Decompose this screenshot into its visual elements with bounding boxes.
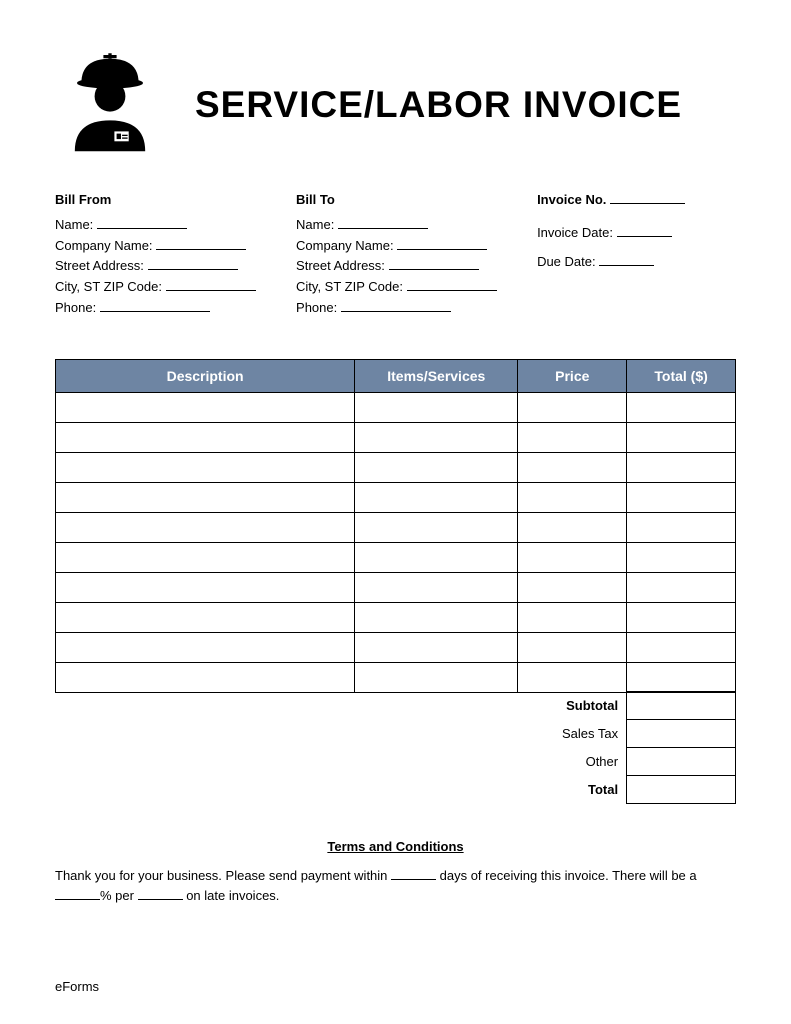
table-cell[interactable]: [518, 422, 627, 452]
invoice-meta-block: Invoice No. Invoice Date: Due Date:: [537, 190, 736, 319]
table-cell[interactable]: [56, 572, 355, 602]
table-cell[interactable]: [56, 452, 355, 482]
table-cell[interactable]: [518, 392, 627, 422]
table-cell[interactable]: [518, 482, 627, 512]
table-cell[interactable]: [627, 512, 736, 542]
table-cell[interactable]: [355, 632, 518, 662]
table-cell[interactable]: [627, 662, 736, 692]
col-description: Description: [56, 359, 355, 392]
table-cell[interactable]: [355, 602, 518, 632]
footer-brand: eForms: [55, 979, 99, 994]
bill-from-phone: Phone:: [55, 298, 276, 319]
bill-from-company: Company Name:: [55, 236, 276, 257]
terms-heading: Terms and Conditions: [55, 839, 736, 854]
table-cell[interactable]: [518, 632, 627, 662]
table-cell[interactable]: [355, 662, 518, 692]
bill-to-block: Bill To Name: Company Name: Street Addre…: [296, 190, 517, 319]
table-cell[interactable]: [518, 452, 627, 482]
table-cell[interactable]: [518, 542, 627, 572]
table-cell[interactable]: [627, 602, 736, 632]
terms-block: Terms and Conditions Thank you for your …: [55, 839, 736, 905]
table-row: [56, 662, 736, 692]
table-cell[interactable]: [627, 482, 736, 512]
subtotal-row: Subtotal: [55, 692, 736, 720]
table-cell[interactable]: [56, 422, 355, 452]
table-row: [56, 452, 736, 482]
table-cell[interactable]: [627, 542, 736, 572]
invoice-no: Invoice No.: [537, 190, 736, 211]
page-title: SERVICE/LABOR INVOICE: [195, 84, 682, 126]
table-cell[interactable]: [627, 392, 736, 422]
table-row: [56, 422, 736, 452]
table-header-row: Description Items/Services Price Total (…: [56, 359, 736, 392]
bill-from-heading: Bill From: [55, 190, 276, 211]
bill-to-street: Street Address:: [296, 256, 517, 277]
table-cell[interactable]: [56, 632, 355, 662]
invoice-date: Invoice Date:: [537, 223, 736, 244]
table-cell[interactable]: [56, 602, 355, 632]
bill-to-company: Company Name:: [296, 236, 517, 257]
table-cell[interactable]: [518, 662, 627, 692]
salestax-value[interactable]: [627, 720, 736, 748]
bill-from-block: Bill From Name: Company Name: Street Add…: [55, 190, 276, 319]
table-cell[interactable]: [518, 512, 627, 542]
subtotal-value[interactable]: [627, 692, 736, 720]
total-value[interactable]: [627, 776, 736, 804]
bill-from-city: City, ST ZIP Code:: [55, 277, 276, 298]
salestax-row: Sales Tax: [55, 720, 736, 748]
table-row: [56, 632, 736, 662]
invoice-page: SERVICE/LABOR INVOICE Bill From Name: Co…: [0, 0, 791, 1024]
table-row: [56, 392, 736, 422]
terms-text: Thank you for your business. Please send…: [55, 866, 736, 905]
other-label: Other: [518, 748, 627, 776]
bill-to-heading: Bill To: [296, 190, 517, 211]
table-cell[interactable]: [627, 572, 736, 602]
info-row: Bill From Name: Company Name: Street Add…: [55, 190, 736, 319]
total-label: Total: [518, 776, 627, 804]
other-value[interactable]: [627, 748, 736, 776]
table-cell[interactable]: [355, 422, 518, 452]
table-row: [56, 512, 736, 542]
table-cell[interactable]: [56, 542, 355, 572]
table-cell[interactable]: [56, 512, 355, 542]
table-cell[interactable]: [627, 452, 736, 482]
due-date: Due Date:: [537, 252, 736, 273]
table-cell[interactable]: [518, 572, 627, 602]
worker-icon: [55, 50, 165, 160]
table-cell[interactable]: [518, 602, 627, 632]
table-row: [56, 572, 736, 602]
table-cell[interactable]: [627, 422, 736, 452]
table-cell[interactable]: [355, 572, 518, 602]
table-row: [56, 542, 736, 572]
bill-to-name: Name:: [296, 215, 517, 236]
col-total: Total ($): [627, 359, 736, 392]
subtotal-label: Subtotal: [518, 692, 627, 720]
table-cell[interactable]: [56, 392, 355, 422]
table-cell[interactable]: [56, 482, 355, 512]
total-row: Total: [55, 776, 736, 804]
col-price: Price: [518, 359, 627, 392]
table-cell[interactable]: [355, 392, 518, 422]
col-items: Items/Services: [355, 359, 518, 392]
bill-from-street: Street Address:: [55, 256, 276, 277]
header: SERVICE/LABOR INVOICE: [55, 50, 736, 160]
table-row: [56, 482, 736, 512]
salestax-label: Sales Tax: [518, 720, 627, 748]
bill-to-phone: Phone:: [296, 298, 517, 319]
bill-to-city: City, ST ZIP Code:: [296, 277, 517, 298]
bill-from-name: Name:: [55, 215, 276, 236]
table-cell[interactable]: [355, 542, 518, 572]
line-items-table: Description Items/Services Price Total (…: [55, 359, 736, 693]
table-cell[interactable]: [355, 512, 518, 542]
summary-table: Subtotal Sales Tax Other Total: [55, 691, 736, 804]
table-cell[interactable]: [355, 452, 518, 482]
other-row: Other: [55, 748, 736, 776]
table-row: [56, 602, 736, 632]
table-cell[interactable]: [56, 662, 355, 692]
table-cell[interactable]: [627, 632, 736, 662]
table-cell[interactable]: [355, 482, 518, 512]
